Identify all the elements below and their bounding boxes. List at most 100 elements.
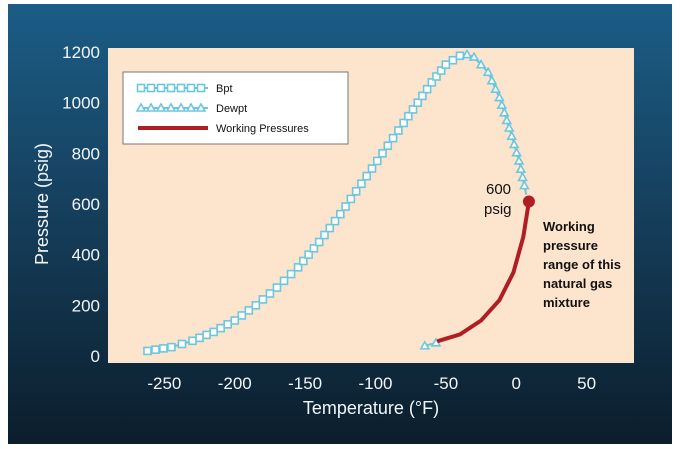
bpt-series-marker (251, 301, 261, 310)
legend-dewpt-marker (155, 102, 167, 112)
y-axis-title: Pressure (psig) (32, 143, 52, 265)
x-tick-label: -250 (147, 374, 181, 393)
dewpt-series-marker (503, 122, 515, 132)
x-tick-label: 0 (512, 374, 521, 393)
bpt-series-marker (304, 250, 313, 259)
bpt-series-marker (399, 118, 408, 128)
bpt-series-marker (143, 346, 152, 356)
x-tick-label: -150 (288, 374, 322, 393)
bpt-series-marker (448, 55, 458, 65)
dewpt-series-marker (506, 130, 518, 141)
bpt-series-marker (244, 306, 254, 315)
bpt-series-marker (279, 276, 289, 286)
bpt-series-marker (195, 333, 204, 343)
dewpt-series-marker (515, 163, 527, 173)
bpt-series-marker (383, 141, 393, 151)
y-tick-label: 1200 (62, 43, 100, 62)
bpt-series-marker (223, 320, 233, 329)
bpt-series-marker (209, 327, 218, 337)
chart-marks (143, 48, 535, 356)
bpt-series-marker (432, 72, 441, 81)
legend-bpt-marker (136, 83, 146, 93)
bpt-series-marker (237, 311, 247, 320)
legend-dewpt-marker (195, 102, 207, 112)
bpt-series-marker (159, 344, 168, 353)
dewpt-series-marker (468, 51, 480, 61)
bpt-series-marker (341, 202, 350, 211)
dewpt-series-marker (475, 59, 487, 69)
y-tick-label: 800 (72, 144, 100, 163)
bpt-series-marker (330, 216, 340, 226)
legend-dewpt-marker (165, 102, 177, 112)
bpt-series-marker (427, 78, 437, 87)
dewpt-series-marker (498, 107, 510, 117)
legend-bpt-marker (166, 83, 176, 93)
bpt-series-marker (216, 323, 225, 333)
dewpt-series-marker (461, 48, 473, 59)
legend-dewpt-marker (175, 102, 187, 112)
legend-bpt-marker (146, 83, 156, 93)
bpt-series-marker (325, 223, 335, 233)
legend-bpt-marker (156, 83, 166, 93)
dewpt-series-marker (513, 155, 525, 165)
legend-markers (135, 83, 208, 130)
bpt-series-marker (314, 237, 324, 247)
bpt-series-marker (258, 295, 268, 304)
bpt-series-marker (272, 283, 282, 292)
annotation-range-line-2: pressure (543, 238, 598, 253)
bpt-series-marker (404, 111, 413, 121)
bpt-series-marker (367, 164, 377, 173)
legend-dewpt-marker (145, 102, 157, 112)
dewpt-series-marker (496, 99, 508, 109)
bpt-series-marker (151, 345, 160, 354)
dewpt-series-marker (518, 180, 530, 190)
x-tick-label: -100 (358, 374, 392, 393)
dewpt-series-marker (501, 114, 513, 125)
bpt-series-marker (336, 209, 345, 219)
bpt-series-marker (362, 171, 372, 181)
dewpt-series-marker (493, 91, 505, 102)
legend-bpt-marker (176, 83, 186, 93)
chart: Bpt Dewpt Working Pressures 600 psig Wor… (32, 43, 634, 418)
x-tick-label: 50 (577, 374, 596, 393)
bpt-series-marker (309, 244, 319, 253)
annotation-range-line-3: range of this (543, 257, 621, 272)
working-pressure-series-line (436, 199, 531, 343)
dewpt-series-marker (517, 171, 528, 182)
bpt-series-marker (299, 256, 308, 266)
bpt-series-marker (286, 269, 296, 279)
dewpt-series-marker (511, 147, 522, 157)
axis-ticks: -250 -200 -150 -100 -50 0 50 0 200 400 600 800 1000 1… (62, 43, 596, 393)
x-tick-label: -200 (218, 374, 252, 393)
y-tick-label: 200 (72, 296, 100, 315)
dewpt-low-series-marker (419, 340, 431, 350)
working-pressure-endpoint (522, 195, 535, 208)
bpt-series-marker (418, 91, 427, 101)
dewpt-series-marker (490, 83, 501, 93)
bpt-series-marker (408, 105, 418, 114)
bpt-series-marker (320, 230, 329, 240)
legend-label-dewpt: Dewpt (216, 103, 247, 115)
bpt-series-marker (188, 336, 197, 346)
bpt-series-marker (265, 289, 275, 298)
legend-label-bpt: Bpt (216, 83, 233, 95)
bpt-series-marker (388, 133, 398, 143)
bpt-series-marker (346, 194, 356, 204)
dewpt-series-marker (482, 66, 494, 77)
bpt-series-marker (413, 98, 423, 107)
y-tick-label: 400 (72, 246, 100, 265)
bpt-series-marker (167, 342, 176, 352)
annotation-psig: psig (484, 201, 512, 218)
legend-dewpt-marker (135, 102, 147, 112)
annotation-range-line-5: mixture (543, 295, 590, 310)
chart-frame: Bpt Dewpt Working Pressures 600 psig Wor… (8, 4, 672, 444)
bpt-series-marker (436, 66, 446, 75)
bpt-series-marker (230, 316, 240, 325)
annotation-range-line-4: natural gas (543, 276, 612, 291)
legend-bpt-marker (196, 83, 206, 93)
annotation-range-line-1: Working (543, 219, 595, 234)
bpt-series-marker (202, 330, 211, 340)
x-tick-label: -50 (434, 374, 459, 393)
bpt-series-marker (378, 149, 387, 158)
bpt-series-marker (422, 84, 432, 94)
